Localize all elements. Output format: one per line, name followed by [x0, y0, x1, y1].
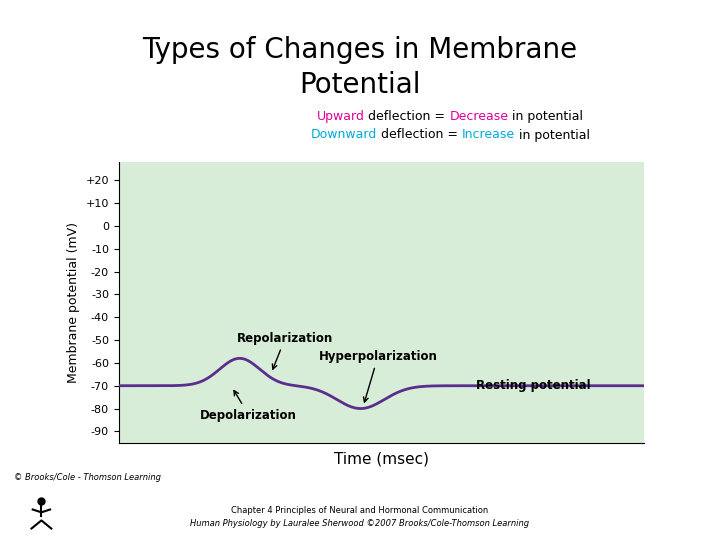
Text: Increase: Increase: [462, 129, 515, 141]
Text: Downward: Downward: [310, 129, 377, 141]
Text: Hyperpolarization: Hyperpolarization: [318, 350, 438, 402]
Text: deflection =: deflection =: [364, 110, 449, 123]
Text: Chapter 4 Principles of Neural and Hormonal Communication: Chapter 4 Principles of Neural and Hormo…: [231, 506, 489, 515]
Text: Human Physiology by Lauralee Sherwood ©2007 Brooks/Cole-Thomson Learning: Human Physiology by Lauralee Sherwood ©2…: [190, 519, 530, 528]
Text: © Brooks/Cole - Thomson Learning: © Brooks/Cole - Thomson Learning: [14, 474, 161, 482]
Text: Decrease: Decrease: [449, 110, 508, 123]
Text: Resting potential: Resting potential: [476, 379, 591, 392]
Text: Types of Changes in Membrane
Potential: Types of Changes in Membrane Potential: [143, 36, 577, 99]
Text: Depolarization: Depolarization: [200, 390, 297, 422]
Text: Upward: Upward: [317, 110, 364, 123]
Text: in potential: in potential: [508, 110, 583, 123]
Text: in potential: in potential: [515, 129, 590, 141]
Text: Repolarization: Repolarization: [237, 332, 333, 369]
X-axis label: Time (msec): Time (msec): [334, 451, 429, 466]
Y-axis label: Membrane potential (mV): Membrane potential (mV): [67, 222, 80, 383]
Text: deflection =: deflection =: [377, 129, 462, 141]
